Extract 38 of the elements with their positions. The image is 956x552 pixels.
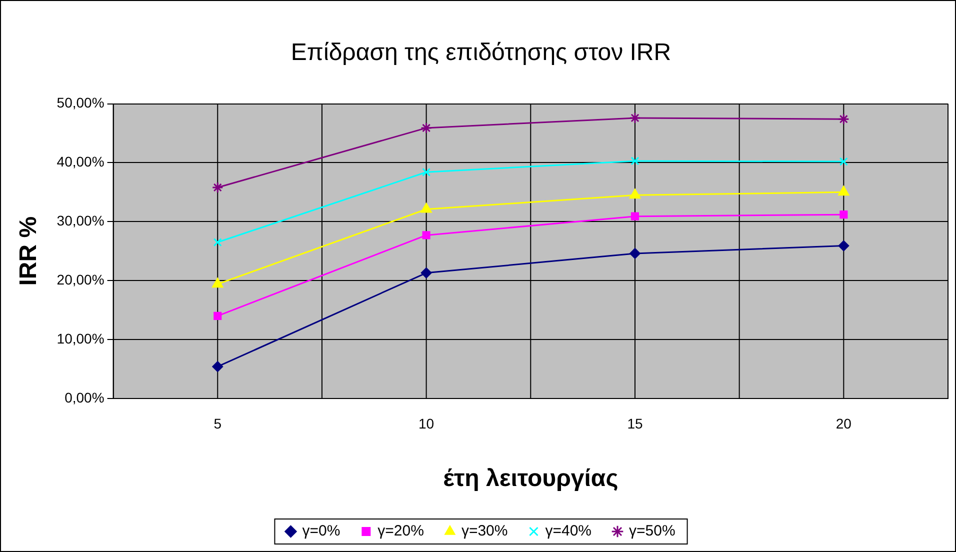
point bbox=[838, 240, 850, 252]
y-axis-title: IRR % bbox=[15, 216, 42, 286]
point bbox=[214, 312, 222, 320]
legend-label: γ=50% bbox=[629, 522, 676, 540]
point bbox=[212, 278, 224, 288]
y-tick-label: 10,00% bbox=[56, 330, 104, 346]
legend-label: γ=30% bbox=[461, 522, 508, 540]
point bbox=[420, 122, 432, 134]
point bbox=[838, 113, 850, 125]
legend-label: γ=20% bbox=[378, 522, 424, 540]
legend-label: γ=0% bbox=[302, 522, 340, 540]
point bbox=[630, 156, 640, 166]
point bbox=[420, 267, 432, 278]
point bbox=[838, 186, 850, 196]
x-tick-label: 20 bbox=[836, 416, 852, 432]
point bbox=[839, 157, 848, 166]
x-tick-label: 15 bbox=[627, 416, 643, 432]
y-tick-label: 50,00% bbox=[56, 94, 104, 111]
point bbox=[422, 231, 430, 240]
point bbox=[212, 182, 224, 194]
x-axis-title: έτη λειτουργίας bbox=[443, 465, 618, 492]
point bbox=[629, 248, 640, 259]
x-tick-label: 10 bbox=[418, 416, 434, 432]
point bbox=[213, 238, 222, 247]
x-tick-label: 5 bbox=[214, 416, 222, 432]
y-tick-label: 40,00% bbox=[56, 154, 104, 170]
point bbox=[840, 210, 848, 219]
chart-title: Επίδραση της επιδότησης στον IRR bbox=[290, 39, 672, 66]
point bbox=[630, 212, 640, 220]
point bbox=[212, 361, 224, 372]
point bbox=[420, 202, 432, 213]
point bbox=[629, 188, 641, 199]
y-tick-label: 0,00% bbox=[64, 389, 104, 406]
legend-label: γ=40% bbox=[545, 522, 592, 540]
point bbox=[422, 168, 431, 176]
point bbox=[629, 112, 641, 124]
y-tick-label: 20,00% bbox=[56, 271, 104, 288]
y-tick-label: 30,00% bbox=[56, 212, 104, 228]
